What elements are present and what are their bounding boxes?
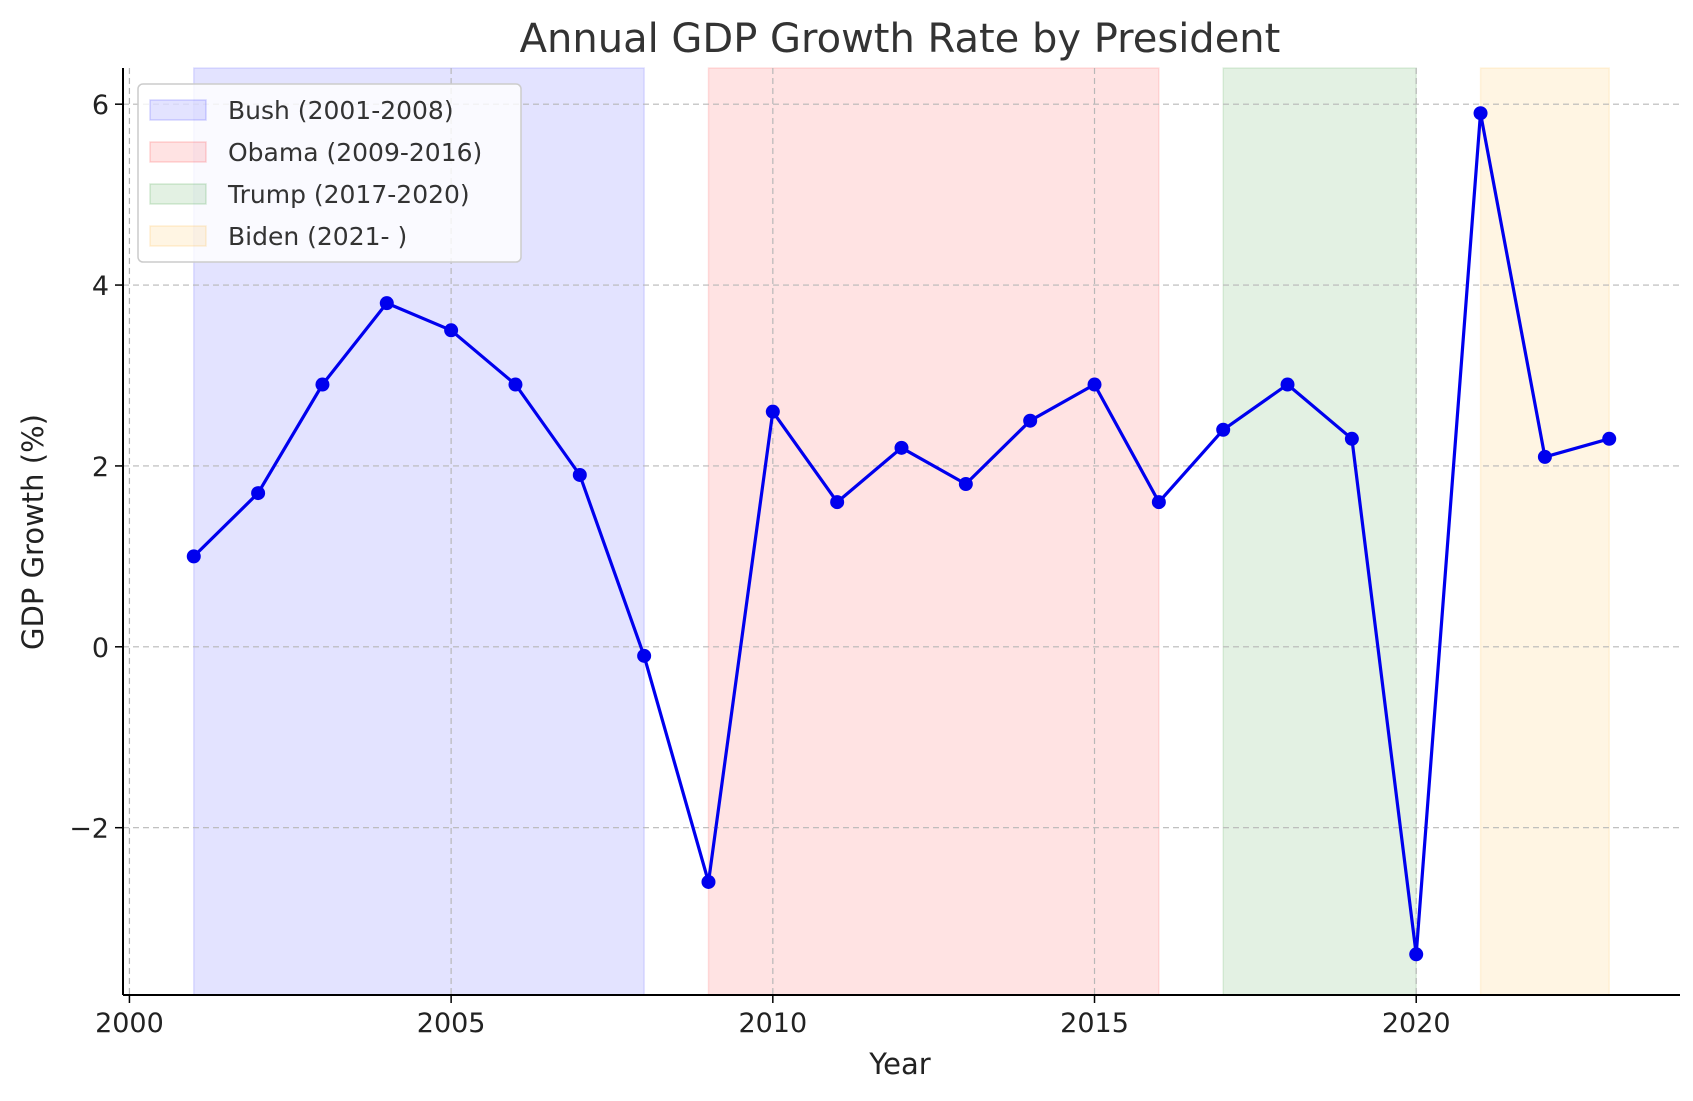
data-point: 2017: 2.4: [1216, 422, 1231, 437]
legend-label: Bush (2001-2008): [228, 96, 454, 125]
span-2: [1222, 67, 1417, 996]
legend-swatch: [149, 183, 207, 205]
data-point: 2016: 1.6: [1151, 495, 1166, 510]
tick-labels: 2000 2005 2010 2015 2020 −2 0 2 4 6: [69, 90, 1450, 1039]
data-point: 2004: 3.8: [379, 296, 394, 311]
span-1: [707, 67, 1160, 996]
data-point: 2011: 1.6: [830, 495, 845, 510]
data-point: 2005: 3.5: [444, 323, 459, 338]
data-point: 2014: 2.5: [1023, 413, 1038, 428]
legend-label: Biden (2021- ): [228, 222, 407, 251]
data-point: 2007: 1.9: [572, 467, 587, 482]
x-tick-label: 2005: [417, 1008, 486, 1039]
legend-swatch: [149, 225, 207, 247]
data-point: 2003: 2.9: [315, 377, 330, 392]
legend-swatch: [149, 99, 207, 121]
y-axis-label: GDP Growth (%): [16, 414, 50, 650]
data-point: 2015: 2.9: [1087, 377, 1102, 392]
data-point: 2013: 1.8: [958, 477, 973, 492]
x-tick-label: 2015: [1060, 1008, 1129, 1039]
y-tick-label: −2: [69, 814, 109, 845]
grid-lines: [123, 68, 1680, 995]
data-point: 2023: 2.3: [1602, 431, 1617, 446]
data-point: 2022: 2.1: [1537, 449, 1552, 464]
legend-box: [137, 83, 522, 263]
y-tick-label: 0: [92, 633, 109, 664]
axes: [122, 68, 1680, 996]
x-tick-label: 2000: [95, 1008, 164, 1039]
y-tick-label: 2: [92, 452, 109, 483]
data-point: 2010: 2.6: [765, 404, 780, 419]
data-point: 2009: -2.6: [701, 874, 716, 889]
span-3: [1479, 67, 1610, 996]
legend-swatch: [149, 141, 207, 163]
x-tick-label: 2020: [1382, 1008, 1451, 1039]
data-point: 2018: 2.9: [1280, 377, 1295, 392]
data-point: 2008: -0.1: [637, 648, 652, 663]
legend: Bush (2001-2008) Obama (2009-2016) Trump (…: [137, 83, 522, 263]
chart-title: Annual GDP Growth Rate by President: [520, 16, 1281, 62]
y-tick-label: 6: [92, 90, 109, 121]
legend-label: Trump (2017-2020): [227, 180, 470, 209]
data-point: 2001: 1: [186, 549, 201, 564]
data-point: 2006: 2.9: [508, 377, 523, 392]
x-axis-label: Year: [868, 1047, 930, 1081]
legend-label: Obama (2009-2016): [228, 138, 482, 167]
data-point: 2012: 2.2: [894, 440, 909, 455]
y-tick-label: 4: [92, 271, 109, 302]
data-point: 2021: 5.9: [1473, 106, 1488, 121]
x-tick-label: 2010: [738, 1008, 807, 1039]
series-layer: 2001: 1 2002: 1.7 2003: 2.9 2004: 3.8 2005: …: [186, 106, 1617, 962]
data-point: 2019: 2.3: [1344, 431, 1359, 446]
data-point: 2002: 1.7: [251, 486, 266, 501]
data-point: 2020: -3.4: [1409, 947, 1424, 962]
